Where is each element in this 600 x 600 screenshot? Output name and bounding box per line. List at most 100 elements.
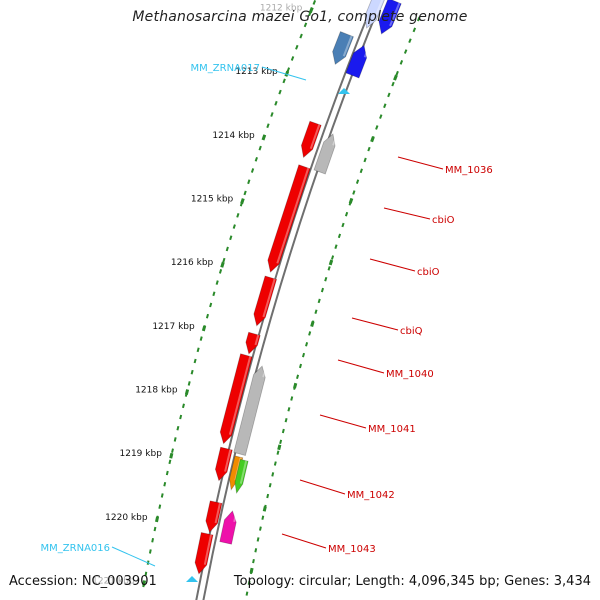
- ring-dot: [274, 100, 278, 106]
- tick-mark: [201, 325, 207, 332]
- gene-highlight: [239, 460, 248, 484]
- ring-dot: [395, 70, 399, 76]
- gene-label: MM_1042: [347, 490, 395, 501]
- ring-dot: [151, 538, 155, 543]
- tick-mark-outer: [293, 382, 298, 389]
- tick-mark: [240, 198, 245, 205]
- gene-blue: [345, 44, 368, 79]
- gene-features: [186, 0, 402, 582]
- gene-steel: [332, 31, 354, 65]
- leader-line: [261, 66, 307, 81]
- ring-dot: [352, 190, 356, 195]
- ring-dot: [196, 347, 200, 353]
- ring-dot: [286, 67, 291, 73]
- ring-dot: [271, 472, 275, 477]
- ring-dot: [190, 369, 194, 375]
- gene-magenta: [219, 510, 237, 545]
- gene-label: cbiO: [432, 215, 455, 226]
- gene-red-1041: [219, 353, 253, 445]
- dotted-rings: [142, 0, 421, 596]
- ring-dot: [298, 363, 303, 369]
- gene-green: [234, 458, 249, 495]
- gene-grey-1041: [233, 365, 266, 456]
- tick-mark-outer: [393, 74, 398, 81]
- ring-dot: [412, 27, 417, 33]
- ring-dot: [287, 407, 291, 412]
- ring-dot: [403, 49, 408, 54]
- leader-line: [369, 258, 416, 272]
- ring-dot: [317, 298, 321, 304]
- tick-label: 1220 kbp: [105, 513, 148, 523]
- leader-line: [397, 156, 444, 170]
- genome-summary-text: Topology: circular; Length: 4,096,345 bp…: [233, 574, 591, 589]
- tick-mark-outer: [348, 197, 354, 204]
- gene-partial-blue: [378, 0, 402, 35]
- ring-dot: [212, 291, 216, 297]
- ring-dot: [266, 493, 270, 499]
- ring-dot: [205, 313, 210, 319]
- ring-dot: [383, 103, 387, 109]
- ring-dot: [232, 224, 236, 229]
- gene-red-1042: [214, 446, 233, 482]
- ring-dot: [301, 352, 306, 358]
- leader-line: [383, 207, 431, 220]
- gene-label: cbiO: [417, 267, 440, 278]
- accession-text: Accession: NC_003901: [9, 574, 157, 589]
- ring-dot: [266, 123, 270, 129]
- ring-dot: [193, 358, 197, 364]
- gene-partial-lightblue: [364, 0, 385, 29]
- gene-highlight: [254, 334, 260, 346]
- gene-highlight: [233, 511, 238, 523]
- leader-line: [351, 317, 399, 331]
- ring-dot: [163, 481, 167, 487]
- gene-highlight: [262, 278, 276, 318]
- ring-dot: [247, 179, 251, 185]
- gene-highlight: [262, 366, 267, 378]
- ring-dot: [254, 156, 258, 162]
- ring-dot: [408, 38, 412, 44]
- ring-dot: [153, 526, 157, 532]
- ring-dot: [268, 483, 272, 488]
- tick-mark: [308, 7, 314, 14]
- ring-dot: [144, 571, 148, 577]
- ring-dot: [334, 244, 338, 249]
- gene-highlight: [214, 502, 221, 524]
- ring-dot: [324, 276, 328, 282]
- tick-label: 1221 kbp: [92, 576, 135, 586]
- backbone-core: [197, 0, 381, 600]
- ring-dot: [279, 439, 283, 445]
- ring-dot: [254, 548, 258, 553]
- gene-red-cbiQ: [253, 275, 278, 327]
- gene-highlight: [389, 2, 401, 27]
- ring-dot: [290, 56, 295, 61]
- ring-dot: [312, 0, 317, 5]
- tick-mark: [142, 580, 147, 586]
- tick-label: 1216 kbp: [171, 258, 214, 268]
- gene-red-1043: [205, 500, 223, 533]
- tick-label: 1218 kbp: [135, 386, 178, 396]
- ring-dot: [314, 309, 318, 314]
- ring-dot: [399, 60, 404, 65]
- ring-dot: [236, 213, 240, 218]
- ring-dot: [261, 515, 265, 520]
- gene-label: cbiQ: [400, 326, 423, 337]
- ring-dot: [199, 336, 203, 341]
- gene-label: MM_1040: [386, 369, 434, 380]
- ring-dot: [165, 470, 169, 476]
- backbone-outline: [195, 0, 383, 600]
- tick-label: 1219 kbp: [120, 449, 163, 459]
- tick-label: 1214 kbp: [212, 131, 255, 141]
- rna-marker: [186, 576, 198, 582]
- ring-dot: [278, 89, 282, 95]
- ring-dot: [290, 396, 294, 401]
- tick-mark: [220, 261, 225, 268]
- ring-dot: [181, 403, 185, 409]
- gene-highlight: [276, 167, 310, 264]
- ring-dot: [148, 549, 152, 554]
- ring-dot: [363, 157, 367, 163]
- gene-red-cbiO: [267, 164, 311, 273]
- ring-dot: [168, 459, 172, 465]
- gene-red: [300, 120, 322, 159]
